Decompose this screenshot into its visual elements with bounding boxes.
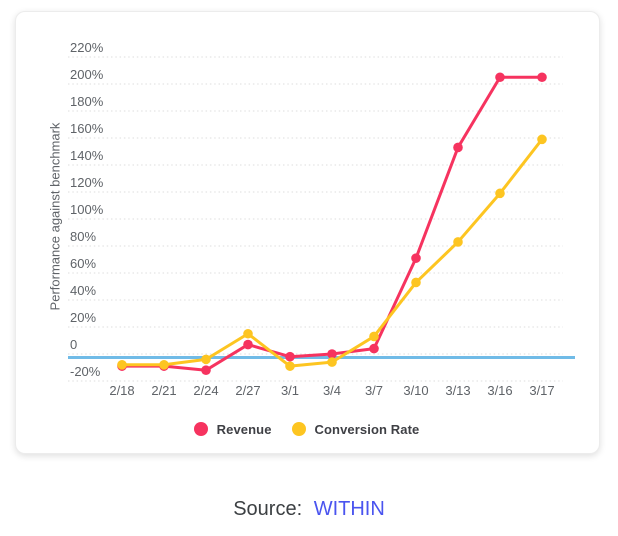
conversion-rate-point	[117, 360, 127, 370]
conversion-rate-point	[285, 361, 295, 371]
y-tick-label: 100%	[70, 202, 104, 217]
source-link[interactable]: WITHIN	[313, 498, 385, 520]
conversion-rate-point	[495, 188, 505, 199]
x-tick-label: 2/21	[151, 383, 176, 398]
revenue-point	[201, 365, 211, 376]
y-tick-label: 40%	[70, 283, 96, 298]
x-tick-label: 3/17	[529, 383, 554, 398]
revenue-line	[120, 75, 544, 372]
revenue-point	[243, 339, 253, 350]
x-tick-label: 2/18	[109, 383, 134, 398]
x-tick-label: 2/27	[235, 383, 260, 398]
line-chart: -20% 0 20% 40% 60% 80% 100% 120% 140% 160% 180% 200…	[68, 40, 575, 398]
x-tick-label: 3/13	[445, 383, 470, 398]
revenue-point	[285, 351, 295, 362]
x-tick-label: 3/7	[365, 383, 383, 398]
conversion-rate-point	[453, 237, 463, 247]
revenue-legend-dot-icon	[193, 422, 208, 436]
x-tick-label: 3/1	[281, 383, 299, 398]
conversion-rate-point	[537, 134, 547, 145]
y-tick-label: 20%	[70, 310, 96, 325]
chart-legend: Revenue Conversion Rate	[15, 417, 598, 441]
y-tick-label: 80%	[70, 229, 96, 244]
revenue-point	[453, 142, 463, 153]
y-tick-label: 0	[70, 337, 77, 352]
y-tick-label: 180%	[70, 94, 104, 109]
revenue-point	[327, 349, 337, 359]
revenue-point	[537, 72, 547, 83]
conversion-rate-point	[201, 354, 211, 365]
source-prefix: Source:	[233, 498, 303, 520]
y-tick-label: -20%	[70, 364, 101, 379]
source-caption: Source: WITHIN	[0, 498, 618, 521]
y-tick-label: 120%	[70, 175, 104, 190]
y-tick-label: 140%	[70, 148, 104, 163]
x-tick-label: 2/24	[193, 383, 218, 398]
y-tick-label: 160%	[70, 121, 104, 136]
x-tick-label: 3/4	[323, 383, 341, 398]
revenue-point	[369, 343, 379, 354]
conversion-rate-point	[327, 357, 337, 367]
conversion-rate-point	[411, 277, 421, 288]
revenue-point	[411, 253, 421, 263]
y-tick-label: 220%	[70, 40, 104, 55]
chart-card	[15, 11, 600, 454]
x-tick-label: 3/16	[487, 383, 512, 398]
conversion-rate-point	[369, 331, 379, 342]
y-tick-label: 60%	[70, 256, 96, 271]
x-tick-label: 3/10	[403, 383, 428, 398]
conversion-rate-point	[243, 328, 253, 339]
revenue-point	[495, 72, 505, 83]
conversion-rate-line	[120, 137, 544, 368]
y-axis-title: Performance against benchmark	[47, 122, 63, 311]
conversion-rate-legend-dot-icon	[291, 422, 306, 436]
conversion-rate-legend-label: Conversion Rate	[314, 421, 420, 437]
revenue-legend-label: Revenue	[216, 421, 272, 437]
y-tick-label: 200%	[70, 67, 104, 82]
legend-item-conversion-rate: Conversion Rate	[291, 421, 420, 437]
conversion-rate-point	[159, 360, 169, 370]
legend-item-revenue: Revenue	[193, 421, 272, 437]
